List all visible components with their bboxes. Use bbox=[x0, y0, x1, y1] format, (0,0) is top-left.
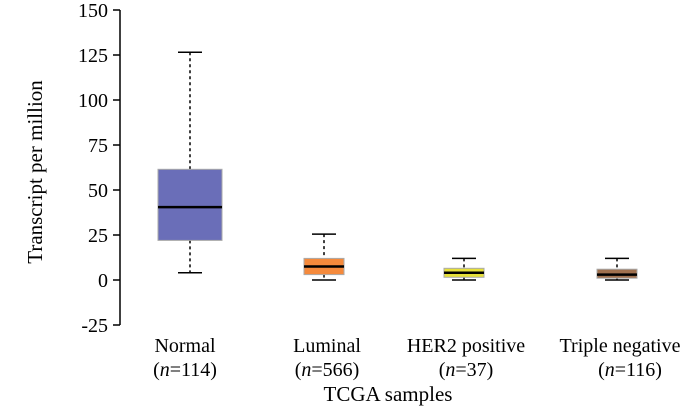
y-tick-label: -25 bbox=[81, 315, 108, 337]
category-sample-size: (n=37) bbox=[439, 359, 494, 381]
sample-size-value: =116) bbox=[615, 359, 662, 381]
y-tick-label: 50 bbox=[88, 180, 108, 202]
sample-size-n: n bbox=[445, 359, 455, 381]
x-axis-labels: Normal(n=114)Luminal(n=566)HER2 positive… bbox=[153, 335, 681, 381]
sample-size-n: n bbox=[160, 359, 170, 381]
box-iqr bbox=[157, 168, 223, 241]
x-axis-title: TCGA samples bbox=[324, 382, 453, 406]
box-group-her2-positive bbox=[443, 257, 485, 281]
sample-size-n: n bbox=[605, 359, 615, 381]
sample-size-value: =37) bbox=[455, 359, 493, 381]
category-label: HER2 positive bbox=[407, 335, 525, 357]
sample-size-value: =114) bbox=[170, 359, 217, 381]
sample-size-paren: ( bbox=[153, 359, 160, 381]
y-tick-label: 100 bbox=[78, 90, 108, 112]
category-label: Normal bbox=[154, 335, 216, 357]
box-group-luminal bbox=[303, 233, 345, 281]
box-group-normal bbox=[157, 51, 223, 274]
category-sample-size: (n=566) bbox=[295, 359, 360, 381]
category-sample-size: (n=114) bbox=[153, 359, 217, 381]
y-axis-title: Transcript per million bbox=[23, 80, 47, 264]
box-group-triple-negative bbox=[596, 257, 638, 281]
y-axis: 150 125 100 75 50 25 0 -25 bbox=[78, 0, 121, 337]
boxes bbox=[157, 51, 638, 281]
y-tick-label: 125 bbox=[78, 45, 108, 67]
category-label: Luminal bbox=[293, 335, 361, 357]
category-sample-size: (n=116) bbox=[598, 359, 662, 381]
sample-size-paren: ( bbox=[439, 359, 446, 381]
y-tick-label: 25 bbox=[88, 225, 108, 247]
sample-size-n: n bbox=[301, 359, 311, 381]
y-tick-label: 0 bbox=[98, 270, 108, 292]
y-tick-label: 75 bbox=[88, 135, 108, 157]
sample-size-paren: ( bbox=[598, 359, 605, 381]
category-label: Triple negative bbox=[560, 335, 681, 357]
sample-size-paren: ( bbox=[295, 359, 302, 381]
sample-size-value: =566) bbox=[311, 359, 359, 381]
y-tick-label: 150 bbox=[78, 0, 108, 22]
